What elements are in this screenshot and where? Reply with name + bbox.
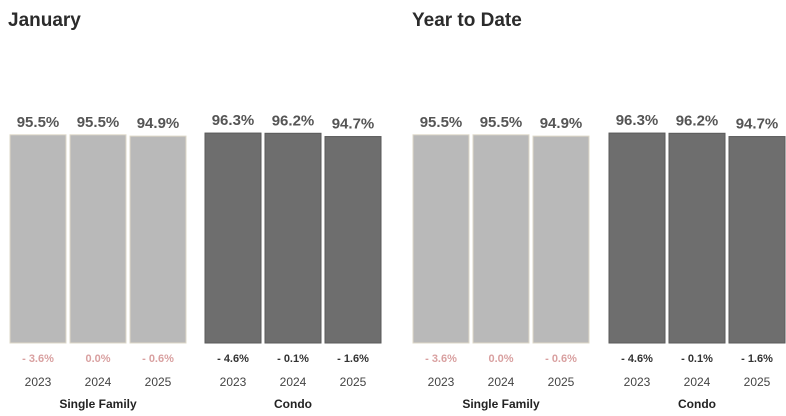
x-tick-label: 2024 <box>280 375 307 389</box>
bar <box>204 132 262 344</box>
data-label: 96.2% <box>272 112 315 129</box>
data-label: 94.7% <box>332 116 375 133</box>
group-label: Condo <box>274 397 312 411</box>
data-label: 95.5% <box>420 114 463 131</box>
x-tick-label: 2024 <box>684 375 711 389</box>
data-label: 95.5% <box>17 114 60 131</box>
bar <box>472 134 530 344</box>
data-label: 96.3% <box>616 112 659 129</box>
change-label: 0.0% <box>488 353 513 365</box>
group-label: Single Family <box>462 397 540 411</box>
x-tick-label: 2025 <box>145 375 172 389</box>
bar <box>69 134 127 344</box>
change-label: - 1.6% <box>741 353 773 365</box>
x-tick-label: 2023 <box>624 375 651 389</box>
x-tick-label: 2023 <box>220 375 247 389</box>
x-tick-label: 2024 <box>488 375 515 389</box>
change-label: - 3.6% <box>425 353 457 365</box>
bar <box>9 134 67 344</box>
x-tick-label: 2023 <box>25 375 52 389</box>
bar <box>608 132 666 344</box>
change-label: - 0.1% <box>277 353 309 365</box>
x-tick-label: 2024 <box>85 375 112 389</box>
change-label: - 0.6% <box>142 353 174 365</box>
bar <box>412 134 470 344</box>
group-label: Single Family <box>59 397 137 411</box>
data-label: 94.9% <box>540 115 583 132</box>
bar <box>728 136 786 344</box>
data-label: 95.5% <box>77 114 120 131</box>
x-tick-label: 2025 <box>548 375 575 389</box>
change-label: - 4.6% <box>217 353 249 365</box>
bar <box>129 135 187 344</box>
group-label: Condo <box>678 397 716 411</box>
bar <box>264 132 322 344</box>
data-label: 94.9% <box>137 115 180 132</box>
change-label: - 4.6% <box>621 353 653 365</box>
change-label: - 1.6% <box>337 353 369 365</box>
change-label: 0.0% <box>85 353 110 365</box>
bar <box>324 136 382 344</box>
change-label: - 0.6% <box>545 353 577 365</box>
change-label: - 3.6% <box>22 353 54 365</box>
data-label: 96.2% <box>676 112 719 129</box>
data-label: 94.7% <box>736 116 779 133</box>
x-tick-label: 2023 <box>428 375 455 389</box>
chart-title: January <box>8 10 81 31</box>
data-label: 96.3% <box>212 112 255 129</box>
bar <box>532 135 590 344</box>
change-label: - 0.1% <box>681 353 713 365</box>
x-tick-label: 2025 <box>744 375 771 389</box>
data-label: 95.5% <box>480 114 523 131</box>
x-tick-label: 2025 <box>340 375 367 389</box>
bar <box>668 132 726 344</box>
chart-title: Year to Date <box>412 10 522 31</box>
